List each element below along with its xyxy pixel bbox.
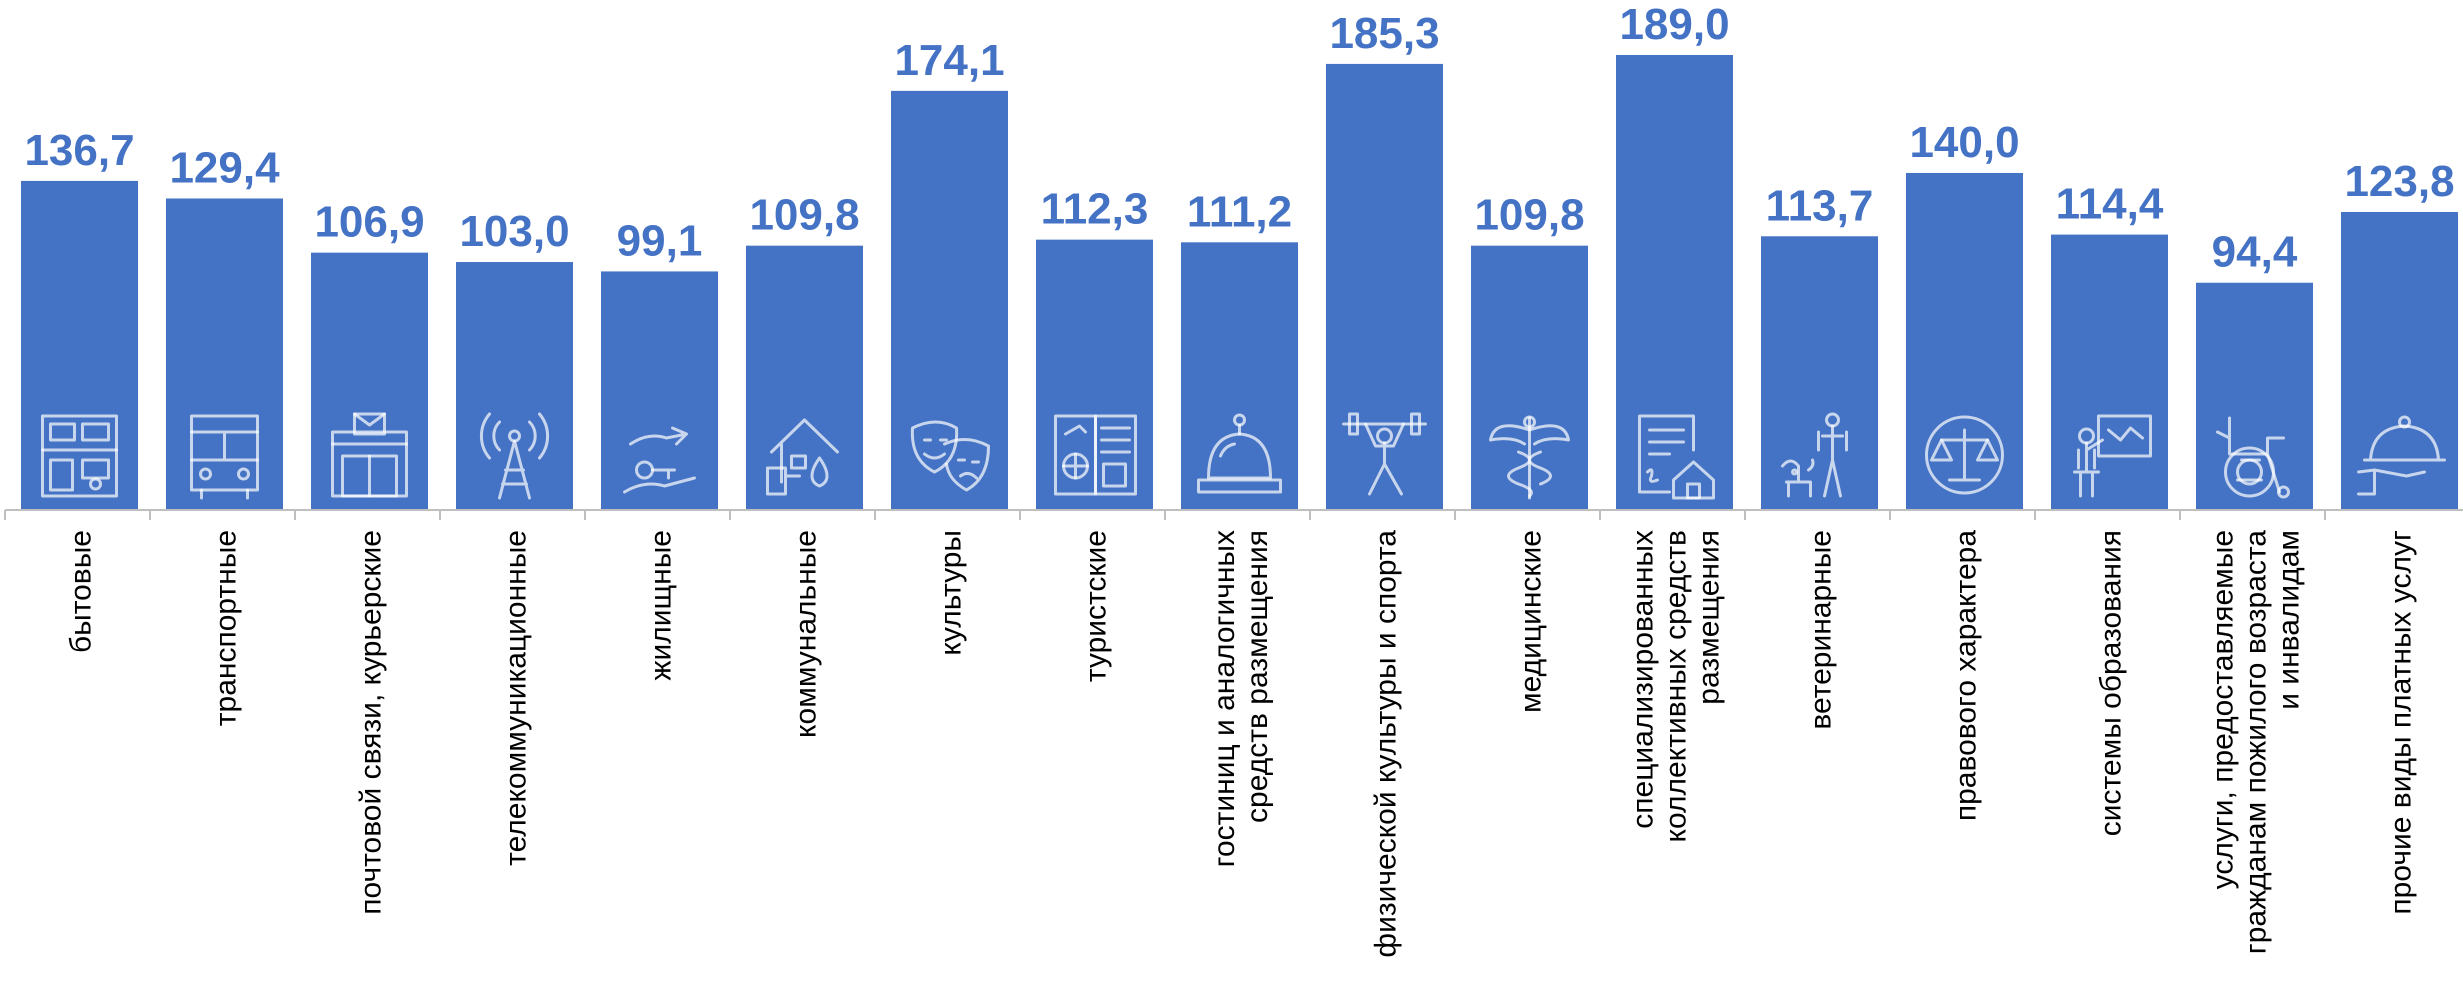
- bar: [21, 180, 138, 510]
- reception-bell-icon: [1197, 413, 1282, 494]
- category-label: гостиниц и аналогичныхсредств размещения: [1208, 530, 1274, 867]
- bar: [746, 245, 863, 510]
- category-label: специализированныхколлективных средствра…: [1627, 530, 1726, 842]
- scales-of-justice-icon: [1925, 415, 2004, 495]
- value-label: 189,0: [1619, 0, 1729, 49]
- value-label: 140,0: [1909, 118, 2019, 167]
- post-office-icon: [331, 412, 408, 498]
- value-label: 136,7: [24, 126, 134, 175]
- category-label: транспортные: [210, 530, 243, 726]
- category-label: правового характера: [1950, 530, 1983, 821]
- category-label: почтовой связи, курьерские: [355, 530, 388, 915]
- category-label: культуры: [935, 530, 968, 656]
- bar: [1181, 242, 1298, 510]
- value-label: 111,2: [1187, 187, 1292, 236]
- bar: [2196, 282, 2313, 510]
- value-label: 94,4: [2212, 228, 2298, 277]
- value-label: 99,1: [617, 216, 703, 265]
- bar: [601, 271, 718, 510]
- category-label: туристские: [1080, 530, 1113, 682]
- value-label: 112,3: [1041, 185, 1149, 234]
- value-label: 185,3: [1329, 9, 1439, 58]
- household-services-icon: [41, 414, 118, 498]
- category-label: бытовые: [65, 530, 98, 653]
- wheelchair-icon: [2216, 416, 2290, 499]
- category-label: жилищные: [645, 530, 678, 681]
- category-label: системы образования: [2095, 530, 2128, 836]
- house-key-hands-icon: [623, 426, 696, 494]
- contract-house-icon: [1638, 414, 1715, 500]
- value-label: 129,4: [169, 143, 280, 192]
- weightlifter-icon: [1342, 412, 1427, 496]
- value-label: 114,4: [2056, 180, 2164, 229]
- x-axis-ticks: [4, 510, 2326, 520]
- veterinarian-dog-icon: [1781, 412, 1848, 498]
- bar: [1326, 63, 1443, 510]
- category-label: телекоммуникационные: [500, 530, 533, 866]
- bar: [166, 198, 283, 510]
- value-label: 106,9: [314, 198, 424, 247]
- bar: [891, 90, 1008, 511]
- category-label: медицинские: [1515, 530, 1548, 713]
- category-label: ветеринарные: [1805, 530, 1838, 730]
- value-label: 174,1: [894, 36, 1004, 85]
- bar: [2341, 211, 2458, 511]
- category-label: физической культуры и спорта: [1370, 530, 1403, 958]
- serving-cloche-icon: [2357, 415, 2446, 496]
- category-label: коммунальные: [790, 530, 823, 738]
- bar: [2051, 234, 2168, 510]
- category-labels-group: бытовые транспортные почтовой связи, курье…: [65, 530, 2418, 958]
- radio-tower-icon: [479, 412, 550, 500]
- house-utilities-icon: [766, 418, 839, 496]
- travel-passport-icon: [1054, 414, 1137, 496]
- bar: [456, 262, 573, 510]
- value-label: 109,8: [749, 191, 859, 240]
- bar: [1761, 236, 1878, 510]
- value-labels-group: 136,7 129,4 106,9 103,0 99,1 109,8 174,1 112,3 1…: [24, 0, 2454, 277]
- value-label: 103,0: [459, 207, 569, 256]
- icons-group: [41, 412, 2446, 500]
- value-label: 123,8: [2344, 157, 2454, 206]
- category-label: прочие виды платных услуг: [2385, 530, 2418, 915]
- value-label: 109,8: [1474, 191, 1584, 240]
- caduceus-icon: [1489, 415, 1570, 500]
- value-label: 113,7: [1766, 181, 1874, 230]
- bar: [1616, 55, 1733, 510]
- teacher-blackboard-icon: [2073, 414, 2152, 498]
- category-label: услуги, предоставляемыегражданам пожилог…: [2207, 530, 2306, 955]
- theater-masks-icon: [910, 420, 990, 492]
- bus-icon: [190, 414, 259, 500]
